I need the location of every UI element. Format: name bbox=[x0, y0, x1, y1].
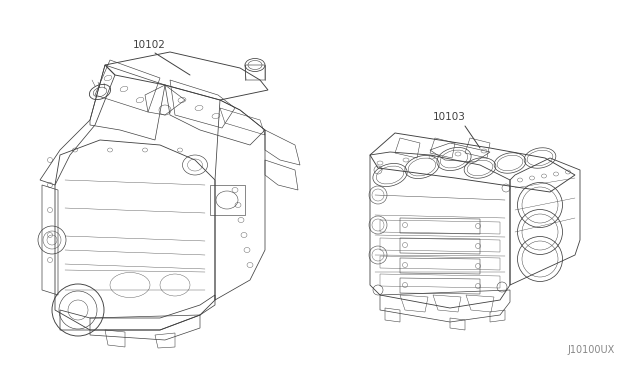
Text: 10103: 10103 bbox=[433, 112, 466, 122]
Text: 10102: 10102 bbox=[133, 40, 166, 50]
Text: J10100UX: J10100UX bbox=[568, 345, 615, 355]
